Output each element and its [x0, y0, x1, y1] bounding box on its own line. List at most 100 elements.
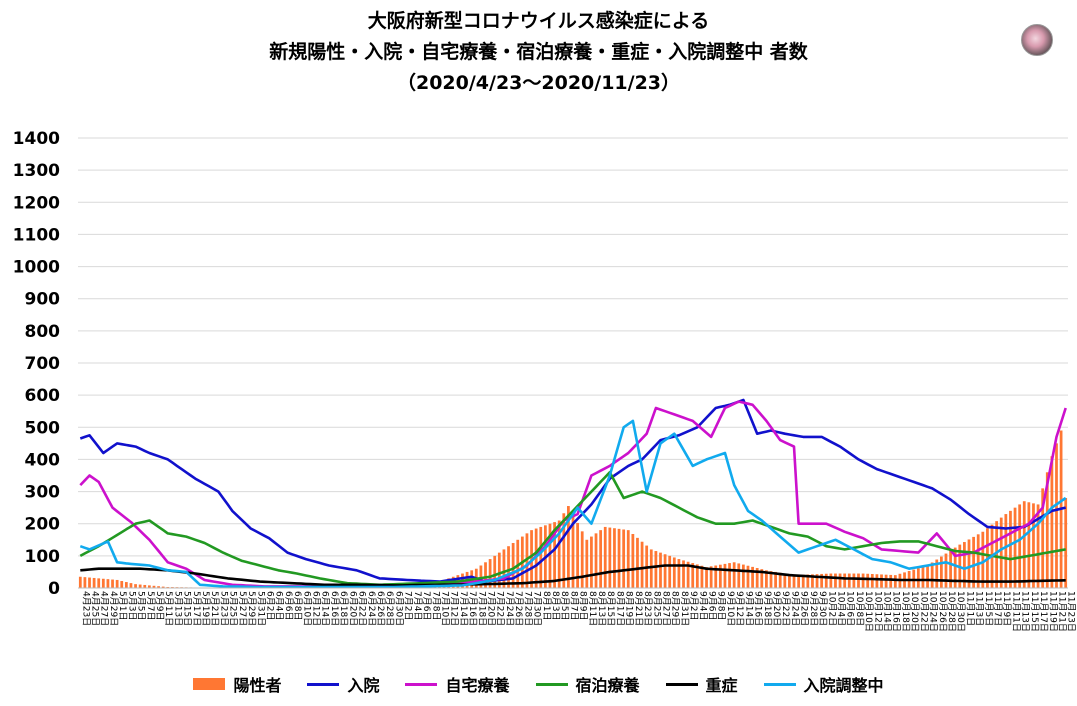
- bar: [567, 506, 570, 588]
- bar: [949, 550, 952, 588]
- bar: [737, 563, 741, 588]
- bar: [857, 573, 860, 588]
- bar: [152, 585, 156, 588]
- bar: [129, 583, 133, 588]
- bar: [649, 549, 653, 588]
- bar: [115, 579, 119, 588]
- x-tick-label: 9月12日: [734, 591, 745, 626]
- bar: [700, 565, 704, 588]
- x-tick-label: 5月3日: [126, 591, 137, 620]
- bar: [507, 546, 510, 588]
- x-tick-label: 7月28日: [522, 591, 533, 626]
- x-tick-label: 6月2日: [264, 591, 275, 620]
- x-tick-label: 8月31日: [679, 591, 690, 626]
- bar: [916, 568, 920, 588]
- x-tick-label: 7月6日: [421, 591, 432, 620]
- y-tick-label: 1300: [13, 161, 60, 181]
- x-tick-label: 9月16日: [753, 591, 764, 626]
- x-tick-label: 10月18日: [900, 591, 911, 632]
- bar: [553, 522, 556, 588]
- bar: [1041, 488, 1045, 588]
- bar: [1064, 498, 1068, 588]
- x-tick-label: 5月19日: [200, 591, 211, 626]
- bar: [1032, 503, 1035, 588]
- chart-title-line-1: 大阪府新型コロナウイルス感染症による: [367, 10, 710, 32]
- series-line: [79, 470, 1066, 587]
- bar: [682, 560, 685, 588]
- bar: [608, 527, 612, 588]
- bar: [83, 577, 87, 588]
- bar: [760, 569, 764, 588]
- x-tick-label: 11月15日: [1029, 591, 1040, 632]
- bar: [585, 539, 589, 588]
- x-tick-label: 8月3日: [550, 591, 561, 620]
- bar: [668, 555, 672, 588]
- bar: [557, 520, 561, 588]
- x-tick-label: 4月27日: [99, 591, 110, 626]
- x-tick-label: 9月30日: [817, 591, 828, 626]
- y-tick-label: 1200: [13, 193, 60, 213]
- bar: [866, 573, 870, 588]
- bar: [788, 574, 791, 588]
- bar: [774, 571, 777, 588]
- x-tick-label: 8月21日: [633, 591, 644, 626]
- chart-legend: 陽性者 入院 自宅療養 宿泊療養 重症 入院調整中: [0, 672, 1077, 696]
- x-tick-label: 11月7日: [992, 591, 1003, 626]
- x-tick-label: 6月24日: [366, 591, 377, 626]
- x-tick-label: 8月5日: [559, 591, 570, 620]
- bar: [1027, 502, 1031, 588]
- bar: [631, 534, 635, 588]
- x-tick-label: 5月21日: [209, 591, 220, 626]
- legend-item-hotel-care: 宿泊療養: [535, 672, 640, 696]
- y-tick-label: 200: [25, 515, 61, 535]
- bar: [797, 574, 801, 588]
- legend-item-hospitalized: 入院: [307, 672, 379, 696]
- bar: [576, 522, 579, 588]
- x-tick-label: 6月26日: [375, 591, 386, 626]
- series-line: [79, 398, 1067, 583]
- bar: [930, 562, 934, 588]
- bar: [97, 578, 101, 588]
- y-tick-label: 600: [25, 386, 61, 406]
- bar: [622, 529, 626, 588]
- bar: [78, 576, 82, 588]
- bar: [939, 556, 943, 588]
- x-tick-label: 6月18日: [338, 591, 349, 626]
- bar: [147, 585, 151, 588]
- bar: [870, 573, 874, 588]
- legend-label-hotel-care: 宿泊療養: [575, 676, 640, 695]
- x-tick-label: 8月19日: [624, 591, 635, 626]
- y-tick-label: 1400: [13, 129, 60, 149]
- bar: [843, 573, 847, 588]
- bar: [497, 552, 501, 588]
- bar: [714, 565, 718, 588]
- legend-swatch-home-care: [405, 682, 438, 686]
- chart-title: 大阪府新型コロナウイルス感染症による 新規陽性・入院・自宅療養・宿泊療養・重症・…: [0, 6, 1077, 99]
- bar: [640, 541, 644, 588]
- x-tick-label: 7月10日: [439, 591, 450, 626]
- bar: [889, 574, 893, 588]
- bar: [134, 584, 137, 588]
- bar: [1018, 504, 1022, 588]
- x-tick-label: 10月4日: [835, 591, 846, 626]
- bar: [1004, 514, 1008, 588]
- bar: [963, 542, 966, 588]
- bar: [603, 526, 607, 588]
- x-tick-label: 6月8日: [292, 591, 303, 620]
- bar: [677, 559, 681, 588]
- x-tick-label: 9月2日: [688, 591, 699, 620]
- bar: [806, 574, 810, 588]
- bar: [829, 573, 833, 588]
- x-tick-label: 8月29日: [670, 591, 681, 626]
- legend-item-positive: 陽性者: [193, 672, 281, 696]
- x-tick-label: 10月22日: [918, 591, 929, 632]
- bar: [755, 568, 759, 588]
- x-tick-label: 5月31日: [255, 591, 266, 626]
- bar: [659, 552, 662, 588]
- x-tick-label: 9月20日: [771, 591, 782, 626]
- bar: [511, 543, 515, 588]
- bar: [488, 559, 492, 588]
- bar: [834, 573, 837, 588]
- x-tick-label: 11月5日: [983, 591, 994, 626]
- bar: [1055, 443, 1058, 588]
